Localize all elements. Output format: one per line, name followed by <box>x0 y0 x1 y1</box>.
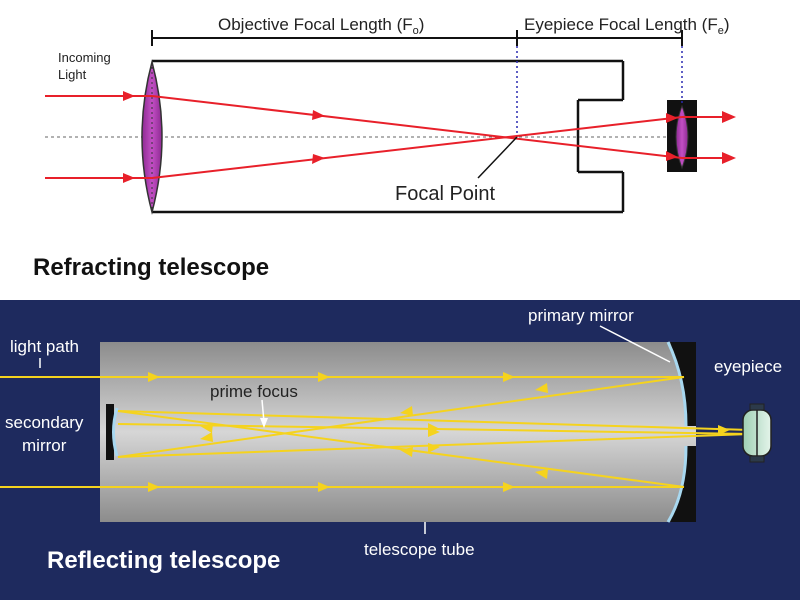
secondary-mirror <box>112 407 119 457</box>
eyepiece-focal-length-label: Eyepiece Focal Length (Fe) <box>524 15 730 37</box>
reflecting-heading: Reflecting telescope <box>47 547 280 574</box>
secondary-mirror-mount <box>106 404 114 460</box>
ray-arrowheads <box>123 91 736 183</box>
reflecting-diagram: light path secondary mirror prime focus … <box>0 306 782 574</box>
focal-point-label: Focal Point <box>395 183 495 205</box>
refracting-panel: Objective Focal Length (Fo) Eyepiece Foc… <box>33 15 736 281</box>
eyepiece-icon <box>742 403 772 463</box>
focal-length-dimension-lines <box>151 30 683 46</box>
reflecting-panel: light path secondary mirror prime focus … <box>0 300 800 600</box>
secondary-mirror-label-1: secondary <box>5 413 84 432</box>
objective-focal-length-label: Objective Focal Length (Fo) <box>218 15 424 37</box>
refracting-diagram: Objective Focal Length (Fo) Eyepiece Foc… <box>33 15 736 281</box>
refracting-heading: Refracting telescope <box>33 254 269 281</box>
refractor-tube <box>152 59 625 214</box>
incoming-light-label-1: Incoming <box>58 50 111 65</box>
prime-focus-arrowhead <box>260 418 268 428</box>
incoming-light-label-2: Light <box>58 67 87 82</box>
eyepiece-label: eyepiece <box>714 357 782 376</box>
reflector-ray-arrowheads <box>148 372 730 492</box>
telescope-tube-label: telescope tube <box>364 540 475 559</box>
secondary-mirror-label-2: mirror <box>22 436 67 455</box>
primary-mirror-label: primary mirror <box>528 306 634 325</box>
prime-focus-label: prime focus <box>210 382 298 401</box>
eyepiece-lens <box>675 104 689 170</box>
light-path-label: light path <box>10 337 79 356</box>
focal-point-pointer <box>477 136 518 179</box>
primary-mirror-top <box>666 341 688 427</box>
